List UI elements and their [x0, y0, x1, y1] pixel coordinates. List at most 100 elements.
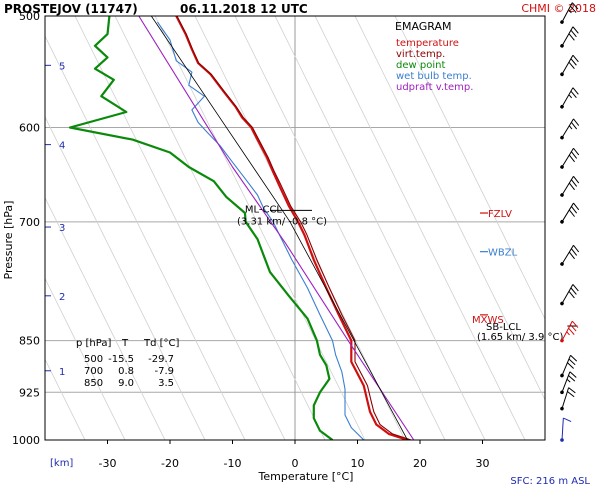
barb-station-dot	[560, 301, 564, 306]
table-cell: -7.9	[154, 366, 174, 377]
table-cell: 500	[84, 354, 103, 365]
barb-station-dot	[560, 135, 564, 140]
barb-station-dot	[560, 104, 564, 109]
km-tick-label: 5	[59, 61, 65, 72]
barb-shaft	[561, 176, 574, 196]
km-tick-label: 3	[59, 223, 65, 234]
barb-station-dot	[560, 72, 564, 77]
series-layer	[68, 16, 415, 440]
wind-barb	[560, 284, 579, 306]
barb-flag-long	[570, 354, 578, 362]
barb-station-dot	[560, 193, 564, 197]
barb-flag-long	[573, 118, 580, 126]
legend-item-temperature: temperature	[396, 38, 459, 49]
level-marker-label: FZLV	[488, 209, 512, 220]
barb-station-dot	[560, 338, 564, 343]
barb-flag-long	[568, 182, 575, 191]
table-cell: 700	[84, 366, 103, 377]
legend-item-dew-point: dew point	[396, 60, 445, 71]
y-axis-label: Pressure [hPa]	[2, 201, 15, 280]
barb-flag-short	[568, 125, 573, 130]
barb-station-dot	[560, 390, 564, 395]
barb-flag-long	[573, 202, 580, 211]
barb-shaft	[561, 371, 571, 393]
barb-flag-long	[568, 387, 576, 394]
wind-barb	[560, 371, 577, 395]
table-cell: -29.7	[148, 354, 174, 365]
barb-shaft	[561, 284, 574, 304]
y-tick-label: 1000	[12, 434, 40, 447]
barb-station-dot	[560, 165, 564, 169]
barb-shaft	[561, 245, 574, 265]
barb-shaft	[561, 202, 574, 223]
dry-adiabat-line	[154, 16, 366, 440]
table-header-td: Td [°C]	[143, 338, 180, 349]
km-tick-label: 4	[59, 141, 65, 152]
barb-flag-long	[572, 54, 579, 63]
wind-barb	[560, 26, 579, 48]
series-line-updraft	[138, 16, 415, 440]
dry-adiabat-line	[74, 16, 286, 440]
barb-flag-long	[568, 61, 575, 70]
legend-item-wet-bulb: wet bulb temp.	[396, 71, 472, 82]
barb-flag-long	[568, 291, 575, 299]
barb-flag-long	[570, 324, 577, 332]
barb-flag-long	[571, 206, 578, 214]
barb-flag-long	[570, 5, 577, 13]
dry-adiabat-line	[114, 16, 326, 440]
barb-flag-long	[563, 417, 572, 422]
y-tick-label: 850	[19, 335, 40, 348]
barb-station-dot	[560, 438, 564, 442]
x-tick-label: 20	[413, 457, 427, 470]
wind-barb	[560, 354, 578, 378]
wind-barb	[560, 118, 580, 140]
barb-shaft	[561, 26, 574, 47]
dry-adiabat-line	[354, 16, 545, 401]
table-cell: 3.5	[158, 378, 174, 389]
ml-ccl-label: ML-CCL	[245, 204, 283, 215]
wind-barb	[560, 387, 576, 411]
adiabat-group	[45, 16, 545, 440]
level-marker-label: MXWS	[472, 315, 504, 326]
x-tick-label: 10	[351, 457, 365, 470]
y-tick-label: 500	[19, 10, 40, 23]
barb-flag-long	[568, 327, 575, 335]
dry-adiabat-line	[45, 196, 166, 440]
barb-flag-long	[568, 209, 575, 217]
barb-flag-long	[573, 175, 580, 184]
barb-flag-long	[572, 26, 579, 34]
annotation-layer: ML-CCL(3.31 km/ -0.8 °C) SB-LCL(1.65 km/ …	[237, 204, 578, 343]
level-marker-label: WBZL	[488, 248, 518, 259]
wind-barb	[560, 147, 580, 169]
x-tick-label: -30	[99, 457, 117, 470]
barb-flag-long	[569, 371, 577, 378]
barb-flag-long	[570, 29, 577, 38]
barb-flag-long	[568, 358, 576, 366]
series-line-wet-bulb	[157, 21, 365, 440]
table-header-t: T	[121, 338, 129, 349]
dry-adiabat-line	[45, 116, 206, 440]
barb-shaft	[561, 355, 571, 376]
dry-adiabat-line	[45, 277, 126, 440]
x-tick-label: -10	[224, 457, 242, 470]
barb-shaft	[561, 2, 573, 23]
barb-station-dot	[560, 406, 564, 411]
table-cell: 850	[84, 378, 103, 389]
plot-frame	[44, 15, 546, 441]
wind-barb	[560, 320, 579, 343]
table-cell: 9.0	[118, 378, 134, 389]
barb-shaft	[561, 387, 570, 409]
station-title: PROSTEJOV (11747)	[4, 2, 138, 16]
barb-flag-long	[573, 244, 580, 253]
credit-label: CHMI © 2018	[521, 2, 596, 15]
legend-item-virt-temp: virt.temp.	[396, 49, 445, 60]
y-tick-label: 700	[19, 216, 40, 229]
wind-barb	[560, 2, 579, 24]
barb-station-dot	[560, 220, 564, 224]
barb-station-dot	[560, 262, 564, 266]
km-tick-label: 2	[59, 292, 65, 303]
barb-flag-long	[571, 320, 579, 328]
barb-shaft	[561, 147, 574, 168]
series-line-virt-temp	[176, 16, 412, 440]
km-axis-label: [km]	[50, 458, 73, 469]
